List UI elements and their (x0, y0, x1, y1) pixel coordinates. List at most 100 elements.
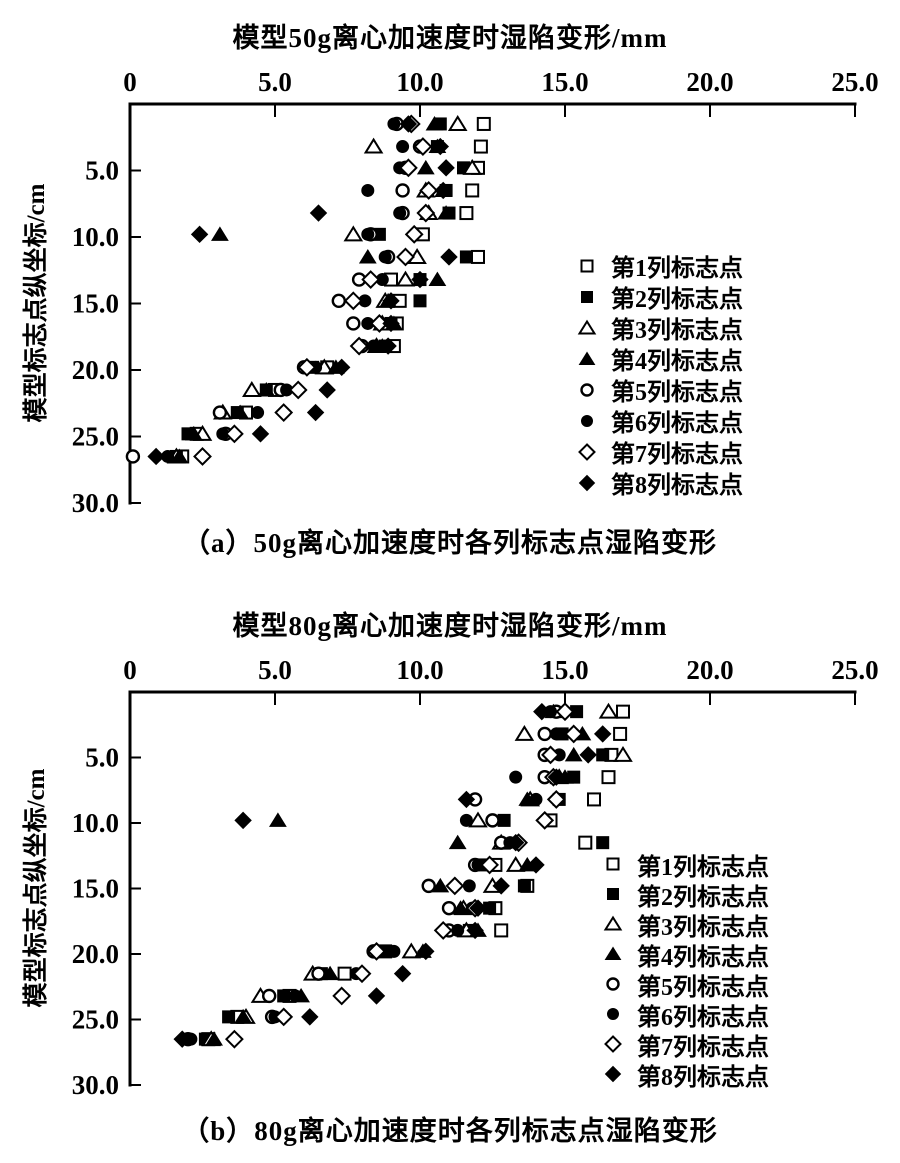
data-marker-square-filled (581, 290, 593, 303)
data-marker-triangle-filled (604, 946, 622, 960)
data-marker-triangle-filled (292, 987, 310, 1003)
data-marker-circle-open (395, 205, 410, 221)
data-marker-triangle-open (577, 319, 597, 334)
data-marker-square-open (613, 726, 628, 741)
data-marker-triangle-filled (431, 877, 450, 893)
data-marker-diamond-filled (306, 403, 325, 422)
legend-item-label: 第6列标志点 (611, 411, 743, 437)
data-marker-circle-filled (607, 1008, 619, 1020)
legend-item: 第1列标志点 (602, 849, 769, 881)
data-marker-diamond-open (433, 921, 453, 940)
legend-item: 第1列标志点 (576, 250, 743, 282)
data-marker-triangle-filled (234, 1008, 252, 1024)
data-marker-circle-open (380, 249, 396, 265)
data-marker-circle-filled (216, 427, 230, 441)
data-marker-diamond-filled (469, 899, 487, 917)
circle-filled-icon (581, 414, 593, 427)
data-marker-circle-filled (161, 449, 175, 463)
data-marker-diamond-filled (506, 833, 525, 852)
data-marker-triangle-open (598, 702, 619, 719)
data-marker-circle-filled (581, 414, 593, 427)
data-marker-circle-open (351, 272, 367, 287)
data-marker-circle-filled (462, 879, 476, 893)
data-marker-square-open (175, 449, 190, 464)
legend-item-label: 第6列标志点 (637, 1004, 769, 1031)
y-tick-label: 25.0 (72, 422, 119, 452)
data-marker-diamond-open (445, 876, 465, 896)
x-tick-label: 10.0 (396, 67, 443, 97)
data-marker-circle-filled (309, 360, 323, 374)
x-tick-label: 0 (123, 655, 137, 685)
diamond-open-icon (604, 1035, 622, 1053)
data-marker-diamond-filled (492, 877, 510, 895)
data-marker-triangle-filled (205, 1031, 223, 1046)
x-tick-label: 15.0 (541, 655, 588, 685)
data-marker-triangle-filled (416, 159, 435, 175)
data-marker-circle-open (264, 1009, 280, 1025)
x-tick-label: 5.0 (258, 655, 292, 685)
data-marker-square-filled (442, 206, 456, 220)
data-marker-diamond-open (224, 1029, 244, 1049)
data-marker-triangle-filled (373, 338, 392, 353)
legend-item-label: 第3列标志点 (637, 914, 769, 941)
data-marker-triangle-open (250, 987, 271, 1003)
data-marker-diamond-filled (234, 811, 252, 830)
data-marker-circle-open (354, 338, 370, 354)
legend-item: 第6列标志点 (576, 405, 743, 437)
data-marker-square-open (488, 857, 503, 872)
chart-a-legend: 第1列标志点 第2列标志点 第3列标志点 第4列标志点 第5列标志点 第6列标志点 第7列标… (576, 250, 743, 499)
data-marker-square-open (488, 901, 503, 916)
data-marker-circle-open (331, 293, 346, 309)
data-marker-circle-filled (361, 227, 375, 241)
data-marker-circle-open (441, 923, 457, 938)
data-marker-circle-filled (393, 206, 407, 220)
data-marker-diamond-filled (593, 725, 612, 743)
data-marker-diamond-filled (547, 768, 566, 786)
data-marker-triangle-open (603, 915, 623, 931)
data-marker-square-open (389, 316, 404, 331)
data-marker-circle-open (441, 900, 457, 916)
data-marker-square-filled (596, 836, 610, 850)
data-marker-triangle-open (236, 1007, 256, 1024)
data-marker-diamond-filled (604, 1065, 622, 1083)
data-marker-diamond-filled (434, 181, 452, 200)
data-marker-triangle-filled (327, 359, 345, 374)
data-marker-square-filled (413, 273, 427, 287)
data-marker-circle-open (606, 977, 620, 991)
data-marker-triangle-filled (379, 292, 397, 308)
legend-item: 第3列标志点 (602, 909, 769, 941)
data-marker-circle-open (180, 1031, 196, 1047)
circle-open-icon (580, 382, 594, 397)
data-marker-diamond-open (369, 314, 389, 333)
data-marker-triangle-open (418, 204, 439, 221)
data-marker-diamond-open (349, 336, 369, 356)
data-marker-circle-filled (378, 250, 392, 264)
triangle-filled-icon (604, 946, 622, 960)
square-filled-icon (607, 888, 619, 900)
triangle-filled-icon (578, 351, 596, 365)
data-marker-square-filled (497, 813, 511, 827)
data-marker-circle-filled (387, 944, 401, 958)
data-marker-circle-filled (509, 770, 523, 784)
data-marker-circle-open (467, 857, 483, 873)
data-marker-square-filled (230, 406, 244, 420)
data-marker-diamond-open (546, 790, 566, 809)
data-marker-diamond-filled (579, 746, 597, 764)
legend-item-label: 第7列标志点 (637, 1034, 769, 1061)
chart-b-caption: （b）80g离心加速度时各列标志点湿陷变形 (182, 1116, 718, 1146)
data-marker-triangle-filled (269, 812, 287, 827)
chart-a-caption: （a）50g离心加速度时各列标志点湿陷变形 (183, 528, 717, 558)
chart-b-title: 模型80g离心加速度时湿陷变形/mm (232, 611, 668, 641)
data-marker-triangle-filled (448, 834, 467, 850)
data-marker-square-filled (483, 901, 497, 915)
data-marker-triangle-filled (437, 205, 455, 220)
data-marker-square-open (606, 857, 620, 871)
data-marker-triangle-filled (544, 703, 563, 719)
y-tick-label: 5.0 (85, 156, 119, 186)
data-marker-diamond-filled (379, 337, 397, 355)
data-marker-square-filled (596, 748, 610, 762)
data-marker-triangle-open (416, 181, 436, 198)
data-marker-square-filled (198, 1032, 212, 1046)
data-marker-triangle-open (453, 899, 474, 916)
data-marker-square-open (543, 813, 558, 828)
